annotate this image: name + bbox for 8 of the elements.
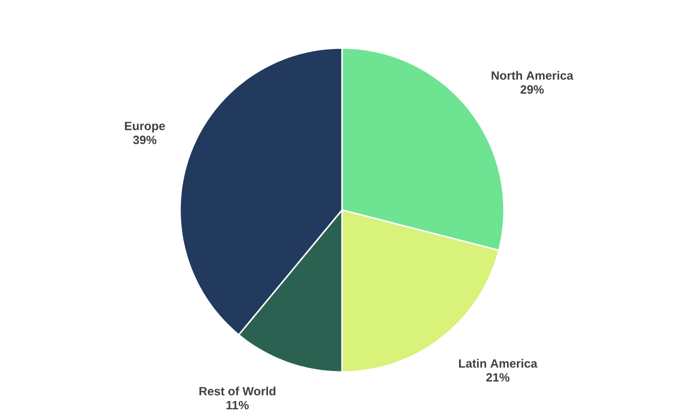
data-label: 29% [520, 85, 544, 94]
slice-label: Latin America [459, 358, 538, 368]
data-label: 21% [486, 373, 510, 382]
slice-label: North America [492, 70, 574, 80]
slice-label: Rest of World [199, 386, 276, 396]
data-label: 39% [133, 136, 156, 144]
data-label: 11% [226, 400, 249, 410]
slice-label: Europe [124, 122, 165, 133]
